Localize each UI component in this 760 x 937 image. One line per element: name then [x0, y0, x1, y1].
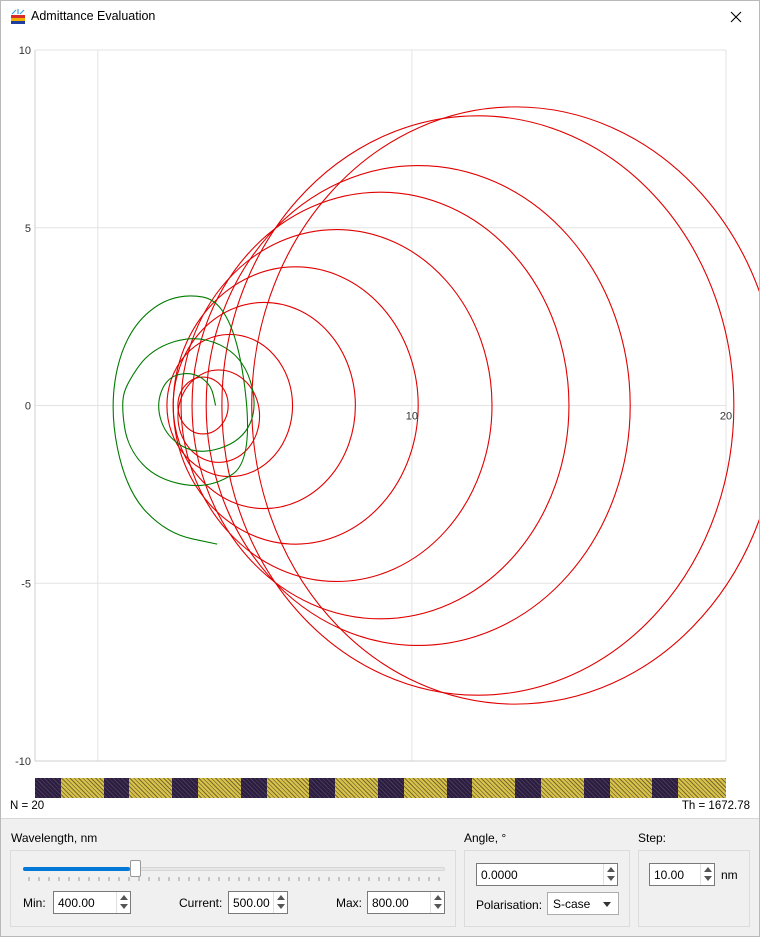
spin-down-icon[interactable]	[704, 876, 712, 881]
current-wavelength-input[interactable]: 500.00	[228, 891, 288, 914]
layer-block[interactable]	[198, 778, 241, 798]
step-value: 10.00	[654, 868, 685, 882]
wavelength-slider-fill	[23, 867, 130, 871]
step-input[interactable]: 10.00	[649, 863, 715, 886]
polarisation-select[interactable]: S-case	[547, 892, 619, 915]
angle-value: 0.0000	[481, 868, 518, 882]
window-title: Admittance Evaluation	[31, 9, 156, 23]
spin-up-icon[interactable]	[434, 895, 442, 900]
layer-block[interactable]	[60, 778, 104, 798]
layer-block[interactable]	[240, 778, 267, 798]
red-admittance-curve	[172, 266, 419, 545]
spin-up-icon[interactable]	[607, 867, 615, 872]
green-admittance-curve	[112, 295, 255, 545]
y-tick-label: 10	[19, 45, 31, 57]
min-label: Min:	[23, 896, 46, 910]
wavelength-slider-thumb[interactable]	[129, 860, 141, 877]
layer-block[interactable]	[609, 778, 653, 798]
angle-input[interactable]: 0.0000	[476, 863, 618, 886]
spin-down-icon[interactable]	[277, 904, 285, 909]
layer-block[interactable]	[403, 778, 447, 798]
max-wavelength-input[interactable]: 800.00	[367, 891, 445, 914]
wavelength-slider-ticks	[28, 877, 440, 881]
red-admittance-curve	[191, 191, 570, 620]
layer-block[interactable]	[652, 778, 679, 798]
layer-block[interactable]	[541, 778, 584, 798]
step-unit-label: nm	[721, 868, 738, 882]
y-tick-label: 5	[25, 223, 31, 235]
y-tick-label: -10	[15, 756, 31, 768]
max-spin-buttons[interactable]	[430, 892, 444, 913]
layer-block[interactable]	[35, 778, 61, 798]
y-tick-label: -5	[21, 578, 31, 590]
wavelength-group	[10, 850, 456, 927]
layer-stack-bar[interactable]	[35, 778, 726, 798]
max-wavelength-value: 800.00	[372, 896, 409, 910]
layer-block[interactable]	[266, 778, 310, 798]
current-spin-buttons[interactable]	[273, 892, 287, 913]
layer-block[interactable]	[309, 778, 336, 798]
min-spin-buttons[interactable]	[116, 892, 130, 913]
polarisation-label: Polarisation:	[476, 898, 543, 912]
layer-block[interactable]	[103, 778, 130, 798]
chevron-down-icon	[603, 902, 611, 907]
step-spin-buttons[interactable]	[700, 864, 714, 885]
step-group-label: Step:	[638, 831, 667, 845]
max-label: Max:	[336, 896, 363, 910]
title-bar: Admittance Evaluation	[1, 1, 759, 32]
spin-down-icon[interactable]	[120, 904, 128, 909]
wavelength-group-label: Wavelength, nm	[11, 831, 98, 845]
red-admittance-curve	[221, 115, 735, 696]
layer-block[interactable]	[172, 778, 199, 798]
angle-group	[464, 850, 630, 927]
angle-spin-buttons[interactable]	[603, 864, 617, 885]
thickness-label: Th = 1672.78	[681, 800, 750, 812]
red-admittance-curve	[205, 164, 631, 647]
layer-count-label: N = 20	[10, 800, 45, 812]
current-wavelength-value: 500.00	[233, 896, 270, 910]
layer-block[interactable]	[335, 778, 378, 798]
layer-block[interactable]	[472, 778, 516, 798]
x-tick-label: 20	[720, 411, 732, 423]
layer-block[interactable]	[377, 778, 404, 798]
current-label: Current:	[179, 896, 223, 910]
red-admittance-curve	[180, 228, 493, 583]
angle-group-label: Angle, °	[464, 831, 507, 845]
spin-down-icon[interactable]	[434, 904, 442, 909]
min-wavelength-input[interactable]: 400.00	[53, 891, 131, 914]
spin-up-icon[interactable]	[704, 867, 712, 872]
close-button[interactable]	[713, 1, 759, 32]
layer-block[interactable]	[678, 778, 726, 798]
spin-up-icon[interactable]	[277, 895, 285, 900]
close-icon	[730, 11, 742, 22]
app-icon	[11, 9, 25, 24]
y-tick-label: 0	[25, 401, 31, 413]
spin-up-icon[interactable]	[120, 895, 128, 900]
step-group	[638, 850, 750, 927]
admittance-plot[interactable]: 10 5 0 -5 -10 10 20	[1, 32, 759, 777]
polarisation-value: S-case	[553, 897, 591, 911]
spin-down-icon[interactable]	[607, 876, 615, 881]
layer-block[interactable]	[446, 778, 473, 798]
min-wavelength-value: 400.00	[58, 896, 95, 910]
layer-block[interactable]	[515, 778, 541, 798]
layer-block[interactable]	[583, 778, 610, 798]
red-admittance-curve	[177, 376, 229, 435]
red-admittance-curve	[177, 369, 261, 463]
red-admittance-curve	[251, 106, 759, 705]
layer-block[interactable]	[129, 778, 173, 798]
x-tick-label: 10	[406, 411, 418, 423]
